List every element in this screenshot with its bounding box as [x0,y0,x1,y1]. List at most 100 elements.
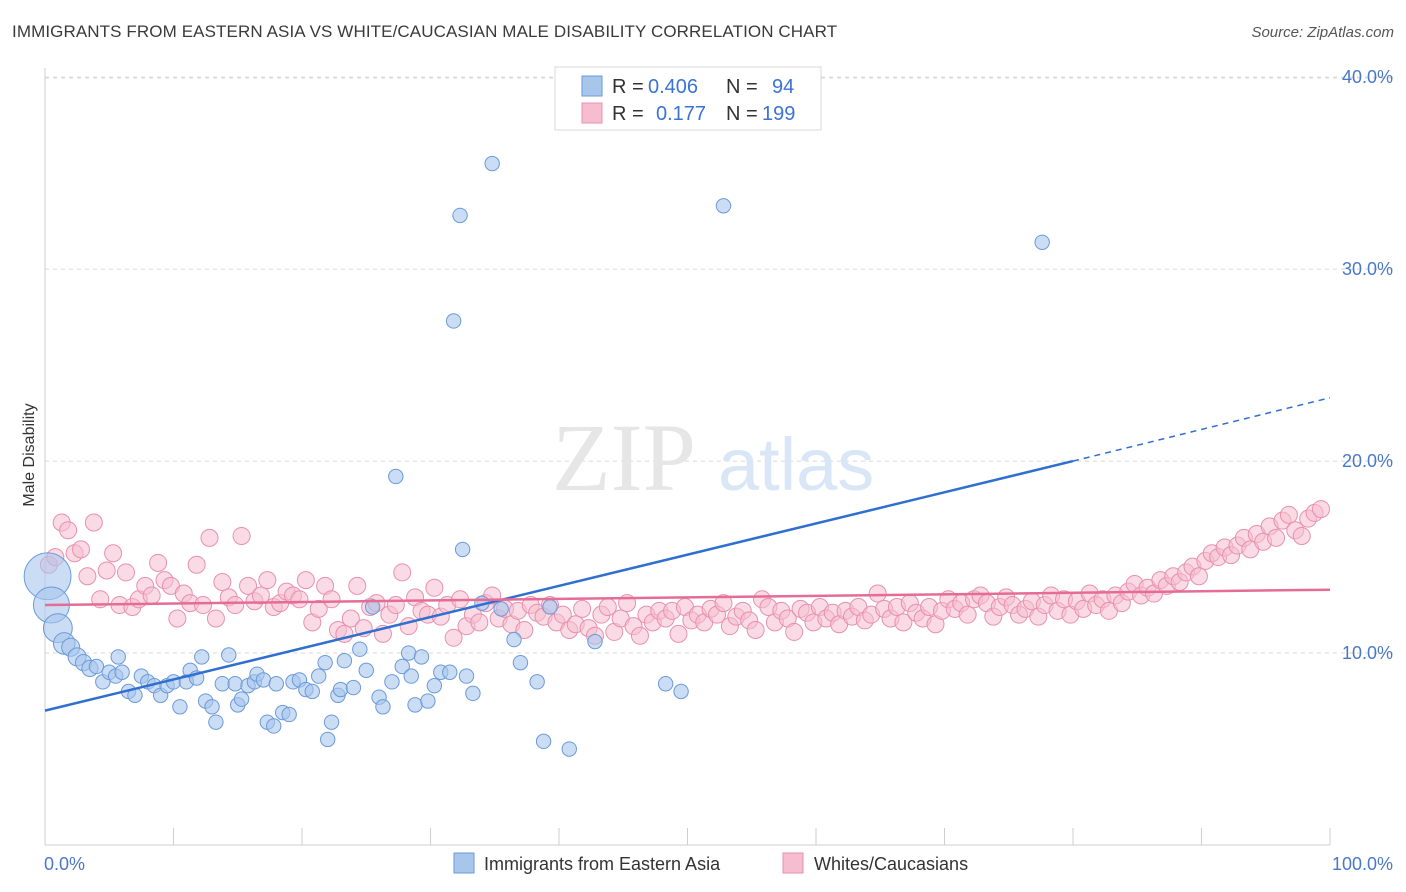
whites-point [425,578,444,597]
whites-point [868,584,887,603]
series-legend: Immigrants from Eastern Asia Whites/Cauc… [453,852,968,874]
immigrants-point [375,699,391,715]
y-axis-label: Male Disability [21,403,38,506]
immigrants-point [529,674,545,690]
immigrants-point [317,654,333,671]
immigrants-point [388,468,404,485]
watermark-zip: ZIP [552,404,696,511]
chart-title: IMMIGRANTS FROM EASTERN ASIA VS WHITE/CA… [12,22,838,41]
whites-point [1267,528,1286,547]
whites-point [393,563,412,582]
immigrants-point [657,676,674,692]
whites-point [84,513,103,532]
whites-point [71,540,90,559]
stats-legend: R = 0.406 N = 94 R = 0.177 N = 199 [554,66,822,131]
watermark-atlas: atlas [718,423,874,506]
series-whites-points [39,500,1331,647]
immigrants-point [110,649,126,665]
immigrants-point [221,647,237,663]
legend-n-label-2: N = [726,103,758,125]
immigrants-point [426,677,443,694]
immigrants-point [364,599,381,615]
x-tick-label-min: 0.0% [44,854,85,874]
immigrants-point [535,733,552,750]
whites-point [714,594,733,613]
whites-point [78,567,97,586]
immigrants-point [323,714,340,730]
immigrants-point [465,685,481,702]
series-legend-swatch-immigrants [453,852,475,874]
whites-point [296,571,315,590]
y-tick-labels: 10.0% 20.0% 30.0% 40.0% [1342,67,1393,663]
trend-lines [44,397,1331,712]
immigrants-point [204,699,220,715]
legend-r-value-1: 0.406 [648,76,698,98]
immigrants-trend-extension [1072,397,1331,462]
whites-point [958,605,977,624]
whites-point [1279,505,1298,524]
whites-point [1312,500,1331,519]
whites-point [785,622,804,641]
legend-n-label-1: N = [726,76,758,98]
immigrants-point [420,693,436,709]
immigrants-point [227,676,243,692]
whites-point [746,621,765,640]
immigrants-point [407,697,423,713]
immigrants-point [358,662,374,679]
immigrants-point [281,706,297,723]
whites-point [515,621,534,640]
immigrants-point [214,676,231,692]
immigrants-point [561,741,577,757]
whites-point [669,624,688,643]
whites-point [232,526,251,545]
immigrants-point [208,714,224,730]
whites-point [213,573,232,592]
immigrants-point [484,155,500,172]
y-tick-label-10: 10.0% [1342,643,1393,663]
immigrants-point [114,664,130,680]
whites-point [573,599,592,618]
whites-point [194,596,213,615]
whites-point [239,576,258,595]
immigrants-point [394,658,410,675]
immigrants-point [384,674,400,690]
immigrants-point [542,599,558,615]
immigrants-point [336,653,353,669]
whites-point [104,544,123,563]
immigrants-trend-line [44,459,1074,712]
whites-point [386,596,405,615]
whites-point [322,590,341,609]
whites-trend-line [44,588,1331,607]
series-legend-label-immigrants: Immigrants from Eastern Asia [484,854,721,874]
whites-point [309,599,328,618]
whites-point [470,613,489,632]
immigrants-point [413,649,430,665]
immigrants-point [715,198,732,214]
immigrants-point [587,633,603,650]
whites-point [187,555,206,574]
immigrants-point [454,541,471,558]
immigrants-point [320,731,336,748]
whites-point [149,553,168,572]
immigrants-point [506,631,522,648]
immigrants-point [673,683,689,700]
whites-point [258,571,277,590]
whites-point [251,586,270,605]
whites-point [1189,567,1208,586]
whites-point [168,609,187,628]
whites-point [290,590,309,609]
x-tick-label-max: 100.0% [1332,854,1393,874]
series-immigrants-points [23,155,1050,757]
legend-n-value-1: 94 [772,76,794,98]
immigrants-point [458,668,475,684]
whites-point [630,626,649,645]
legend-swatch-blue [581,75,603,97]
immigrants-point [452,207,468,224]
y-tick-label-40: 40.0% [1342,67,1393,87]
whites-point [200,528,219,547]
whites-point [226,596,245,615]
immigrants-point [266,718,282,734]
immigrants-point [345,679,362,696]
whites-point [97,561,116,580]
